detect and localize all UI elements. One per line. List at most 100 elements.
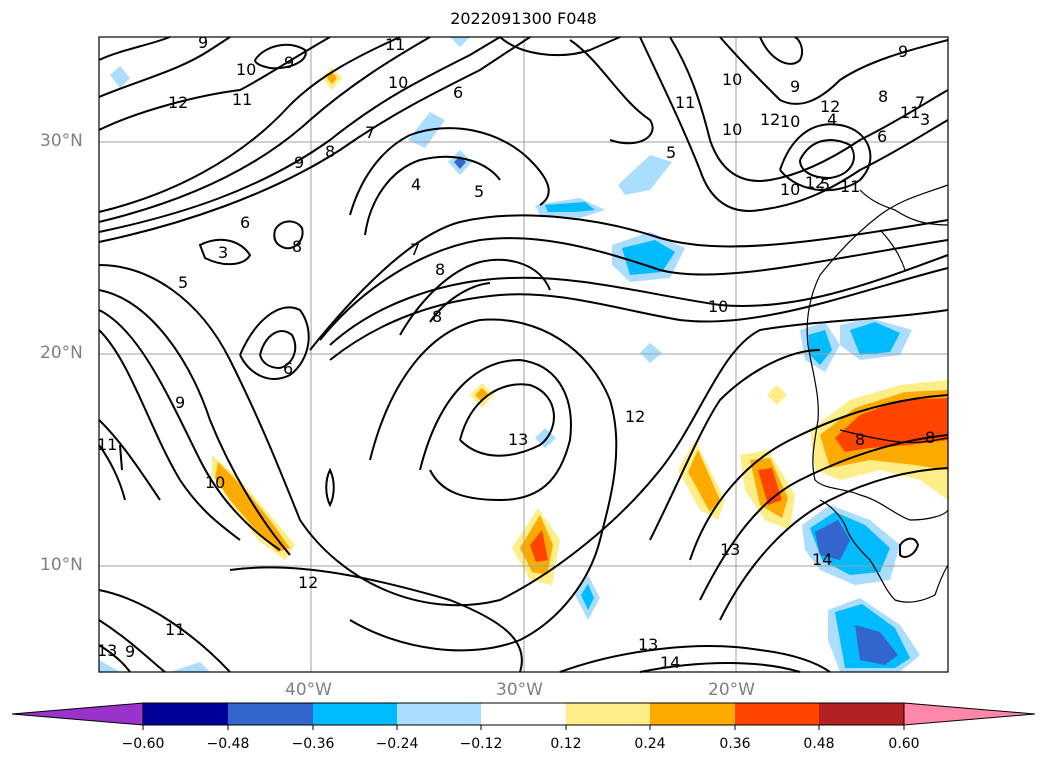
contour-label: 9 [284, 53, 294, 72]
colorbar-tick-label: −0.24 [375, 736, 419, 752]
lat-label-20n: 20°N [40, 343, 83, 363]
cool-patch [808, 330, 832, 365]
warm-patch [767, 385, 787, 405]
graticule [99, 37, 948, 672]
colorbar-segment [313, 703, 397, 725]
contour-label: 6 [240, 213, 250, 232]
contour-lines [98, 36, 949, 673]
lon-label-40w: 40°W [285, 680, 332, 700]
contour-label: 8 [435, 260, 445, 279]
colorbar-tick-label: 0.24 [634, 736, 666, 752]
contour-label: 4 [411, 175, 421, 194]
contour-label: 3 [218, 243, 228, 262]
contour-label: 8 [855, 430, 865, 449]
colorbar-segment [735, 703, 819, 725]
contour-label: 8 [878, 87, 888, 106]
colorbar-ticks [142, 725, 905, 730]
contour-label: 8 [432, 307, 442, 326]
cool-patch [170, 662, 210, 672]
contour-label: 11 [900, 103, 920, 122]
lat-label-30n: 30°N [40, 131, 83, 151]
contour-label: 5 [820, 175, 830, 194]
contour-label: 9 [198, 33, 208, 52]
colorbar-segment [481, 703, 566, 725]
contour-label: 14 [660, 653, 680, 672]
colorbar-segment [566, 703, 650, 725]
contour-label: 11 [165, 620, 185, 639]
colorbar-low-extend [11, 702, 144, 726]
contour-label-layer: 9 10 11 12 10 11 9 10 6 7 8 9 4 5 5 6 3 … [97, 33, 935, 672]
contour-label: 11 [232, 90, 252, 109]
contour-label: 10 [780, 112, 800, 131]
contour-label: 7 [915, 93, 925, 112]
cool-patch [815, 520, 850, 560]
colorbar [11, 702, 1036, 730]
contour-label: 14 [812, 550, 832, 569]
map-area: 9 10 11 12 10 11 9 10 6 7 8 9 4 5 5 6 3 … [97, 33, 949, 673]
colorbar-tick-label: 0.48 [803, 736, 835, 752]
contour-label: 9 [175, 393, 185, 412]
contour-label: 13 [508, 430, 528, 449]
contour-label: 11 [675, 93, 695, 112]
contour-label: 10 [722, 120, 742, 139]
contour-label: 12 [820, 97, 840, 116]
map-frame [98, 36, 949, 673]
colorbar-segment [143, 703, 228, 725]
contour-label: 13 [720, 540, 740, 559]
cool-patch [850, 322, 900, 355]
colorbar-segment [397, 703, 481, 725]
colorbar-tick-label: −0.60 [121, 736, 165, 752]
contour-label: 9 [294, 153, 304, 172]
contour-label: 10 [722, 70, 742, 89]
colorbar-tick-label: −0.36 [291, 736, 335, 752]
colorbar-tick-label: 0.36 [719, 736, 751, 752]
colorbar-segment [819, 703, 904, 725]
coastline [806, 184, 949, 603]
cool-patch [545, 202, 595, 212]
contour-label: 9 [125, 642, 135, 661]
lat-label-10n: 10°N [40, 555, 83, 575]
cool-patch [535, 428, 556, 448]
contour-label: 12 [805, 173, 825, 192]
contour-label: 11 [840, 177, 860, 196]
cool-patch [99, 660, 120, 672]
contour-label: 10 [205, 473, 225, 492]
contour-label: 12 [298, 573, 318, 592]
contour-label: 6 [877, 127, 887, 146]
colorbar-tick-label: 0.60 [888, 736, 920, 752]
contour-label: 10 [708, 297, 728, 316]
contour-label: 7 [365, 123, 375, 142]
colorbar-high-extend [903, 702, 1036, 726]
colorbar-segment [228, 703, 313, 725]
cool-patch [640, 343, 662, 363]
warm-patch [215, 462, 290, 552]
contour-label: 11 [385, 35, 405, 54]
contour-label: 6 [453, 83, 463, 102]
cool-patch [855, 625, 898, 665]
contour-label: 12 [760, 110, 780, 129]
contour-label: 5 [666, 143, 676, 162]
contour-label: 8 [325, 142, 335, 161]
contour-label: 5 [474, 182, 484, 201]
contour-label: 9 [898, 42, 908, 61]
lon-label-30w: 30°W [496, 680, 543, 700]
colorbar-tick-label: −0.48 [206, 736, 250, 752]
warm-patch [530, 530, 548, 562]
warm-patch [688, 450, 720, 512]
contour-label: 10 [780, 180, 800, 199]
contour-label: 5 [178, 273, 188, 292]
cool-patch [450, 37, 470, 47]
contour-label: 8 [292, 237, 302, 256]
cool-patch [110, 66, 130, 88]
warm-patch [327, 72, 337, 84]
contour-label: 10 [388, 73, 408, 92]
contour-label: 4 [827, 110, 837, 129]
contour-label: 11 [97, 435, 117, 454]
contour-label: 7 [410, 240, 420, 259]
contour-label: 9 [790, 77, 800, 96]
cool-patch [581, 584, 594, 610]
contour-label: 12 [168, 93, 188, 112]
contour-label: 12 [625, 407, 645, 426]
contour-label: 13 [97, 641, 117, 660]
